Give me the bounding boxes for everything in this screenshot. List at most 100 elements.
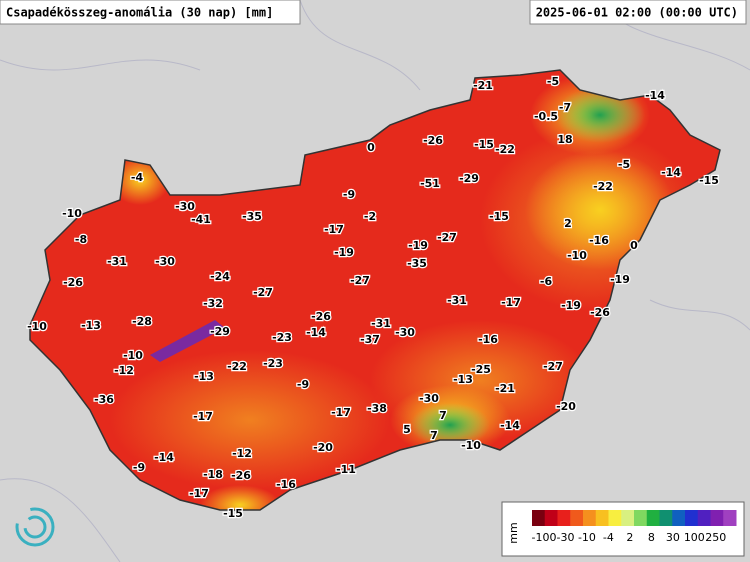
station-value: -32 <box>203 297 223 310</box>
legend: -100 -30 -10 -4 2 8 30 100 250 <box>532 510 737 544</box>
station-value: -5 <box>618 158 630 171</box>
station-value: 7 <box>439 409 447 422</box>
logo <box>15 507 55 547</box>
station-value: -17 <box>331 406 351 419</box>
station-value: -13 <box>194 370 214 383</box>
legend-swatch <box>608 510 622 526</box>
station-value: -26 <box>311 310 331 323</box>
legend-swatch <box>532 510 546 526</box>
station-value: -26 <box>231 469 251 482</box>
station-value: -26 <box>423 134 443 147</box>
title-box <box>0 0 301 25</box>
station-value: -27 <box>437 231 457 244</box>
legend-swatch <box>634 510 648 526</box>
title: Csapadékösszeg-anomália (30 nap) [mm] <box>6 6 273 20</box>
legend-swatch <box>544 510 558 526</box>
station-value: -17 <box>193 410 213 423</box>
station-value: 7 <box>430 429 438 442</box>
station-value: -7 <box>559 101 571 114</box>
station-value: -16 <box>589 234 609 247</box>
station-value: -27 <box>350 274 370 287</box>
station-value: -10 <box>123 349 143 362</box>
station-value: -11 <box>336 463 356 476</box>
station-value: 0 <box>630 239 638 252</box>
station-value: -17 <box>324 223 344 236</box>
station-value: -22 <box>495 143 515 156</box>
station-value: -30 <box>395 326 415 339</box>
station-value: -14 <box>661 166 681 179</box>
station-value: -19 <box>334 246 354 259</box>
station-value: 0 <box>367 141 375 154</box>
station-value: -9 <box>297 378 309 391</box>
station-value: -14 <box>645 89 665 102</box>
legend-label: -30 <box>556 531 574 544</box>
station-value: -19 <box>610 273 630 286</box>
legend-swatch <box>685 510 699 526</box>
station-value: -51 <box>420 177 440 190</box>
stations: -21 -5-14-7-0.518-26 -15 -220-5-4 -51 -29-22-… <box>26 74 720 522</box>
station-value: -29 <box>210 325 230 338</box>
station-value: -29 <box>459 172 479 185</box>
legend-label: 100 <box>684 531 705 544</box>
legend-swatch <box>595 510 609 526</box>
station-value: -18 <box>203 468 223 481</box>
legend-swatch <box>659 510 673 526</box>
station-value: -17 <box>501 296 521 309</box>
legend-swatch <box>646 510 660 526</box>
station-value: -19 <box>561 299 581 312</box>
station-value: -13 <box>453 373 473 386</box>
station-value: -10 <box>461 439 481 452</box>
station-value: -30 <box>419 392 439 405</box>
station-value: -15 <box>474 138 494 151</box>
station-value: -30 <box>155 255 175 268</box>
station-value: -14 <box>500 419 520 432</box>
station-value: 2 <box>564 217 572 230</box>
station-value: -23 <box>272 331 292 344</box>
legend-label: -4 <box>603 531 614 544</box>
timestamp: 2025-06-01 02:00 (00:00 UTC) <box>536 6 738 20</box>
station-value: -31 <box>107 255 127 268</box>
station-value: -15 <box>223 507 243 520</box>
legend-label: -10 <box>578 531 596 544</box>
station-value: -9 <box>133 461 145 474</box>
station-value: -35 <box>407 257 427 270</box>
station-value: -26 <box>63 276 83 289</box>
legend-label: -100 <box>532 531 557 544</box>
station-value: -14 <box>306 326 326 339</box>
station-value: -15 <box>699 174 719 187</box>
legend-label: 2 <box>626 531 633 544</box>
zone <box>555 87 645 143</box>
station-value: -20 <box>313 441 333 454</box>
station-value: -26 <box>590 306 610 319</box>
legend-swatch <box>710 510 724 526</box>
station-value: 5 <box>403 423 411 436</box>
station-value: -37 <box>360 333 380 346</box>
legend-swatch <box>557 510 571 526</box>
station-value: -22 <box>227 360 247 373</box>
zone <box>110 350 390 490</box>
station-value: -22 <box>593 180 613 193</box>
station-value: -12 <box>232 447 252 460</box>
station-value: -30 <box>175 200 195 213</box>
zone <box>410 403 490 447</box>
station-value: -36 <box>94 393 114 406</box>
legend-swatch <box>583 510 597 526</box>
station-value: -25 <box>471 363 491 376</box>
station-value: -19 <box>408 239 428 252</box>
station-value: -28 <box>132 315 152 328</box>
timestamp-box <box>529 0 747 25</box>
legend-swatch <box>621 510 635 526</box>
station-value: -24 <box>210 270 230 283</box>
station-value: -2 <box>364 210 376 223</box>
zone <box>200 485 280 510</box>
station-value: -10 <box>27 320 47 333</box>
legend-swatch <box>672 510 686 526</box>
legend-label: 30 <box>666 531 680 544</box>
legend-label: 8 <box>648 531 655 544</box>
legend-swatch <box>723 510 737 526</box>
station-value: -21 <box>495 382 515 395</box>
station-value: -17 <box>189 487 209 500</box>
